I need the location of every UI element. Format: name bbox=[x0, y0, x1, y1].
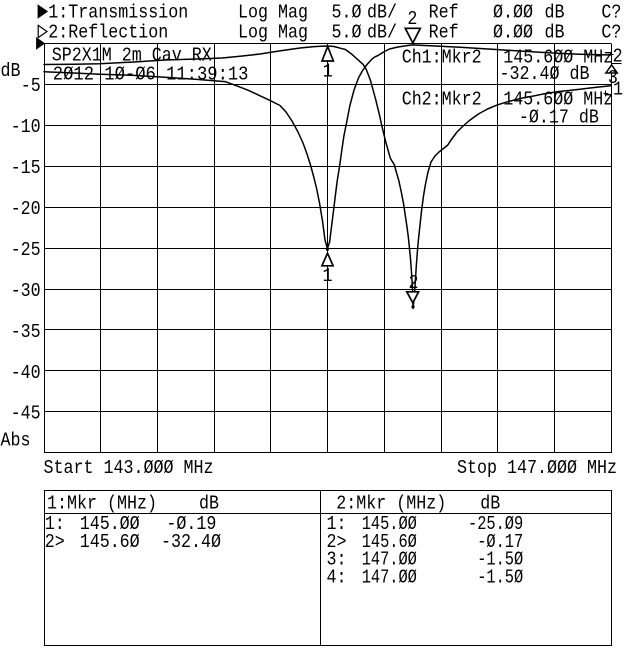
svg-text:-Ø.19: -Ø.19 bbox=[166, 514, 216, 535]
svg-text:-45: -45 bbox=[11, 404, 41, 425]
svg-text:Ch1:Mkr2: Ch1:Mkr2 bbox=[402, 48, 482, 69]
svg-text:2:Reflection: 2:Reflection bbox=[48, 23, 168, 44]
svg-text:147.ØØ: 147.ØØ bbox=[362, 550, 417, 571]
svg-text:-30: -30 bbox=[11, 281, 41, 302]
svg-text:SP2X1M 2m Cav RX: SP2X1M 2m Cav RX bbox=[52, 46, 212, 67]
svg-text:Log Mag: Log Mag bbox=[238, 23, 308, 44]
svg-text:-35: -35 bbox=[11, 322, 41, 343]
svg-text:2: 2 bbox=[407, 9, 417, 30]
svg-text:-15: -15 bbox=[11, 158, 41, 179]
svg-text:145.6Ø: 145.6Ø bbox=[362, 532, 417, 553]
svg-text:1: 1 bbox=[613, 80, 623, 101]
svg-text:3: 3 bbox=[608, 68, 618, 89]
svg-text:145.ØØ: 145.ØØ bbox=[362, 514, 417, 535]
svg-text:dB/: dB/ bbox=[367, 3, 397, 24]
svg-text:1: 1 bbox=[323, 266, 333, 287]
svg-text:2: 2 bbox=[613, 46, 623, 67]
svg-text:Ch2:Mkr2: Ch2:Mkr2 bbox=[402, 90, 482, 111]
svg-text:1: 1 bbox=[323, 62, 333, 83]
svg-text:-25.Ø9: -25.Ø9 bbox=[468, 514, 523, 535]
svg-text:2:Mkr (MHz): 2:Mkr (MHz) bbox=[336, 494, 446, 515]
svg-text:147.ØØ: 147.ØØ bbox=[362, 568, 417, 589]
svg-text:-32.4Ø: -32.4Ø bbox=[161, 532, 221, 553]
svg-text:145.ØØ: 145.ØØ bbox=[80, 514, 140, 535]
svg-text:4:: 4: bbox=[326, 568, 346, 589]
svg-text:dB: dB bbox=[544, 23, 564, 44]
svg-text:-Ø.17 dB: -Ø.17 dB bbox=[519, 108, 599, 129]
svg-text:2Ø12-1Ø-Ø6 11:39:13: 2Ø12-1Ø-Ø6 11:39:13 bbox=[53, 64, 249, 85]
svg-text:dB: dB bbox=[544, 3, 564, 24]
svg-text:dB/: dB/ bbox=[367, 23, 397, 44]
svg-text:Abs: Abs bbox=[1, 431, 31, 452]
svg-text:C?: C? bbox=[601, 3, 621, 24]
svg-text:dB: dB bbox=[480, 494, 500, 515]
svg-text:1:: 1: bbox=[326, 514, 346, 535]
svg-text:dB: dB bbox=[199, 494, 219, 515]
svg-text:-32.4Ø dB: -32.4Ø dB bbox=[499, 64, 589, 85]
svg-text:145.6ØØ MHz: 145.6ØØ MHz bbox=[503, 90, 613, 111]
svg-text:-10: -10 bbox=[11, 117, 41, 138]
svg-text:3:: 3: bbox=[326, 550, 346, 571]
svg-text:Log Mag: Log Mag bbox=[238, 3, 308, 24]
svg-text:-5: -5 bbox=[21, 76, 41, 97]
svg-text:145.6ØØ MHz: 145.6ØØ MHz bbox=[503, 48, 613, 69]
svg-text:5.Ø: 5.Ø bbox=[332, 23, 362, 44]
svg-text:Ref: Ref bbox=[429, 3, 459, 24]
svg-text:-40: -40 bbox=[11, 363, 41, 384]
svg-text:-Ø.17: -Ø.17 bbox=[477, 532, 523, 553]
svg-text:2: 2 bbox=[408, 273, 418, 294]
svg-text:1:Mkr (MHz): 1:Mkr (MHz) bbox=[47, 494, 157, 515]
svg-text:5.Ø: 5.Ø bbox=[332, 3, 362, 24]
svg-text:2>: 2> bbox=[45, 532, 65, 553]
svg-text:-25: -25 bbox=[11, 240, 41, 261]
svg-text:Ø.ØØ: Ø.ØØ bbox=[493, 3, 533, 24]
svg-text:Ref: Ref bbox=[429, 23, 459, 44]
svg-text:Start 143.ØØØ MHz: Start 143.ØØØ MHz bbox=[44, 458, 214, 479]
svg-text:1:Transmission: 1:Transmission bbox=[48, 3, 188, 24]
svg-text:145.6Ø: 145.6Ø bbox=[80, 532, 140, 553]
svg-text:2>: 2> bbox=[326, 532, 346, 553]
svg-text:-20: -20 bbox=[11, 199, 41, 220]
svg-text:-1.5Ø: -1.5Ø bbox=[477, 550, 523, 571]
svg-text:1:: 1: bbox=[45, 514, 65, 535]
svg-text:C?: C? bbox=[601, 23, 621, 44]
svg-text:Stop 147.ØØØ MHz: Stop 147.ØØØ MHz bbox=[457, 458, 617, 479]
svg-text:Ø.ØØ: Ø.ØØ bbox=[493, 23, 533, 44]
svg-text:-1.5Ø: -1.5Ø bbox=[477, 568, 523, 589]
svg-text:dB: dB bbox=[1, 61, 21, 82]
